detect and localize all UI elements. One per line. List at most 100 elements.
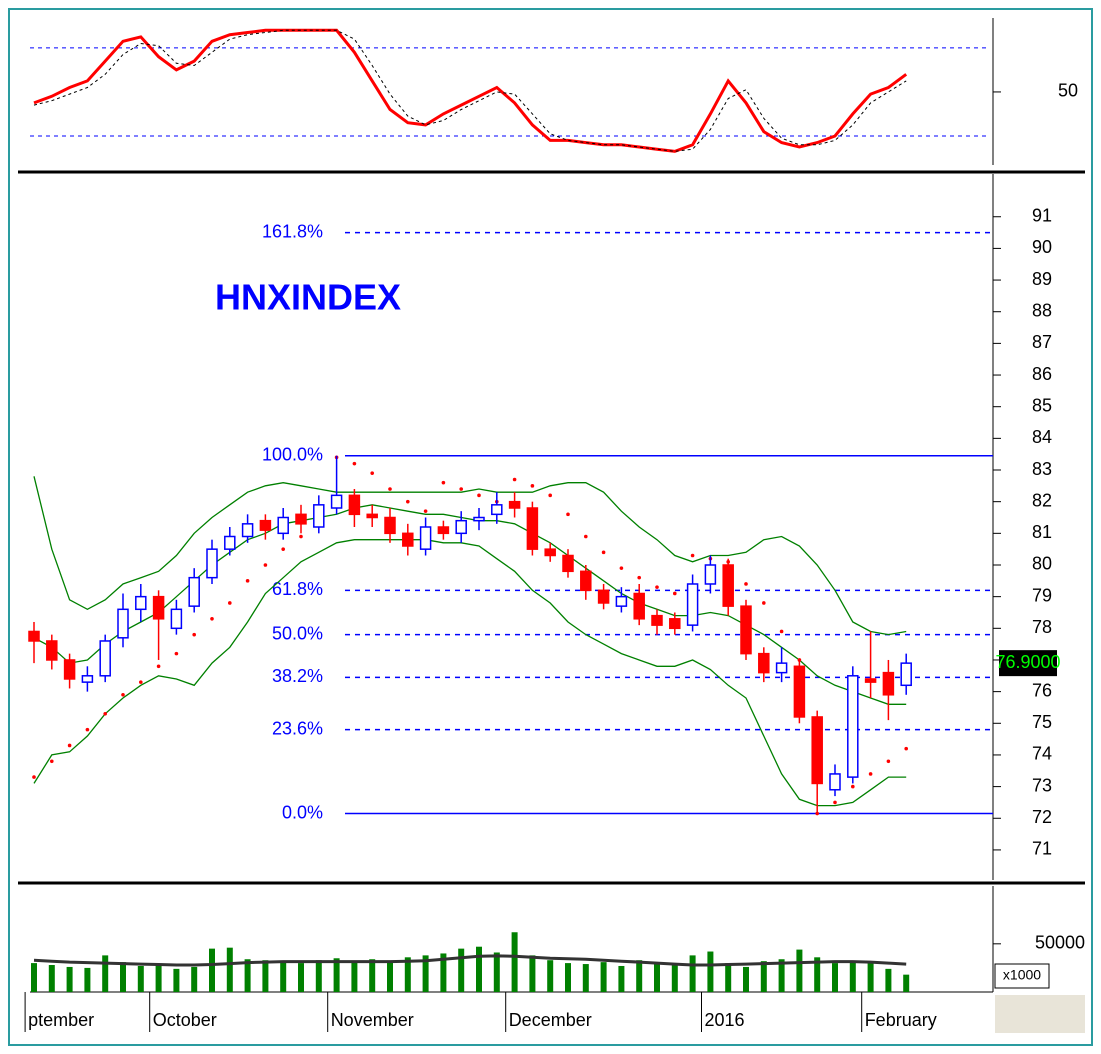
candle-body [508, 500, 521, 509]
candle-body [419, 526, 432, 550]
volume-bar [440, 953, 447, 992]
sar-dot [423, 509, 428, 513]
sar-dot [406, 499, 410, 504]
sar-dot [833, 800, 837, 805]
candle-body [562, 554, 574, 573]
bollinger-line [33, 539, 907, 807]
sar-dot [299, 534, 303, 539]
candle-body [669, 618, 681, 630]
x-tick-label: October [153, 1010, 217, 1030]
candle-body [864, 678, 877, 683]
volume-bar [689, 955, 696, 992]
sar-dot [388, 487, 392, 491]
volume-bar [600, 962, 607, 992]
y-tick-label: 85 [1032, 395, 1052, 415]
sar-dot [67, 743, 72, 748]
y-tick-label: 82 [1032, 490, 1052, 510]
volume-bar [66, 966, 73, 992]
y-tick-label: 91 [1032, 205, 1052, 225]
fib-label: 100.0% [262, 445, 323, 465]
volume-bar [333, 958, 340, 992]
corner-box [995, 995, 1085, 1033]
y-tick-label: 79 [1032, 585, 1052, 605]
volume-bar [547, 960, 554, 992]
volume-bar [743, 966, 749, 992]
volume-bar [280, 962, 287, 992]
volume-bar [422, 955, 429, 992]
candle-body [313, 504, 325, 528]
volume-bar [351, 961, 358, 992]
fib-label: 23.6% [272, 718, 323, 738]
volume-bar [636, 960, 643, 992]
sar-dot [281, 547, 286, 551]
sar-dot [192, 632, 196, 637]
candle-body [170, 608, 183, 630]
volume-bar [796, 949, 803, 992]
candle-body [882, 671, 895, 696]
sar-dot [637, 575, 641, 580]
sar-dot [601, 550, 606, 555]
sar-dot [210, 617, 214, 621]
candle-body [28, 630, 40, 642]
volume-bar [849, 962, 856, 992]
candle-body [330, 494, 343, 509]
volume-bar [315, 960, 322, 992]
sar-dot [156, 664, 161, 669]
fib-label: 0.0% [282, 802, 323, 822]
volume-bar [654, 963, 660, 992]
volume-bar [226, 947, 233, 992]
unit-box [994, 963, 1050, 989]
volume-bar [476, 946, 482, 992]
fib-label: 50.0% [272, 623, 323, 643]
volume-bar [760, 961, 767, 992]
sar-dot [619, 566, 624, 570]
candle-body [615, 595, 628, 607]
candle-body [81, 675, 94, 683]
sar-dot [904, 746, 908, 751]
candle-body [900, 662, 912, 687]
volume-bar [244, 959, 251, 992]
sar-dot [584, 534, 588, 539]
candle-body [224, 535, 236, 550]
candle-body [758, 652, 770, 674]
y-tick-label: 50000 [1035, 933, 1085, 953]
candle-body [526, 507, 539, 550]
candle-body [348, 494, 361, 516]
volume-average [33, 954, 907, 967]
candle-body [241, 523, 254, 538]
y-tick-label: 83 [1032, 459, 1052, 479]
sar-dot [85, 727, 90, 732]
candle-body [544, 548, 556, 557]
candle-body [580, 570, 592, 592]
volume-bar [565, 963, 571, 992]
candle-body [473, 516, 485, 522]
sar-dot [886, 759, 891, 764]
sar-dot [673, 591, 677, 596]
candle-body [152, 595, 165, 620]
sar-dot [851, 784, 855, 789]
volume-bar [725, 963, 732, 992]
candle-body [686, 583, 699, 626]
candle-body [99, 640, 111, 677]
y-tick-label: 78 [1032, 617, 1052, 637]
candle-body [829, 773, 841, 791]
volume-bar [387, 962, 393, 992]
volume-bar [458, 948, 465, 992]
candle-body [366, 513, 378, 519]
candle-body [847, 675, 859, 778]
y-tick-label: 76 [1032, 680, 1052, 700]
volume-bar [155, 965, 162, 992]
bollinger-line [33, 476, 907, 636]
candle-body [117, 608, 129, 639]
sar-dot [121, 692, 125, 697]
sar-dot [263, 563, 268, 567]
sar-dot [868, 772, 873, 776]
volume-bar [903, 974, 910, 992]
sar-dot [441, 480, 446, 485]
volume-bar [671, 963, 678, 992]
sar-dot [50, 759, 54, 764]
candle-body [206, 548, 218, 579]
volume-bar [298, 963, 304, 992]
y-tick-label: 84 [1032, 427, 1052, 447]
